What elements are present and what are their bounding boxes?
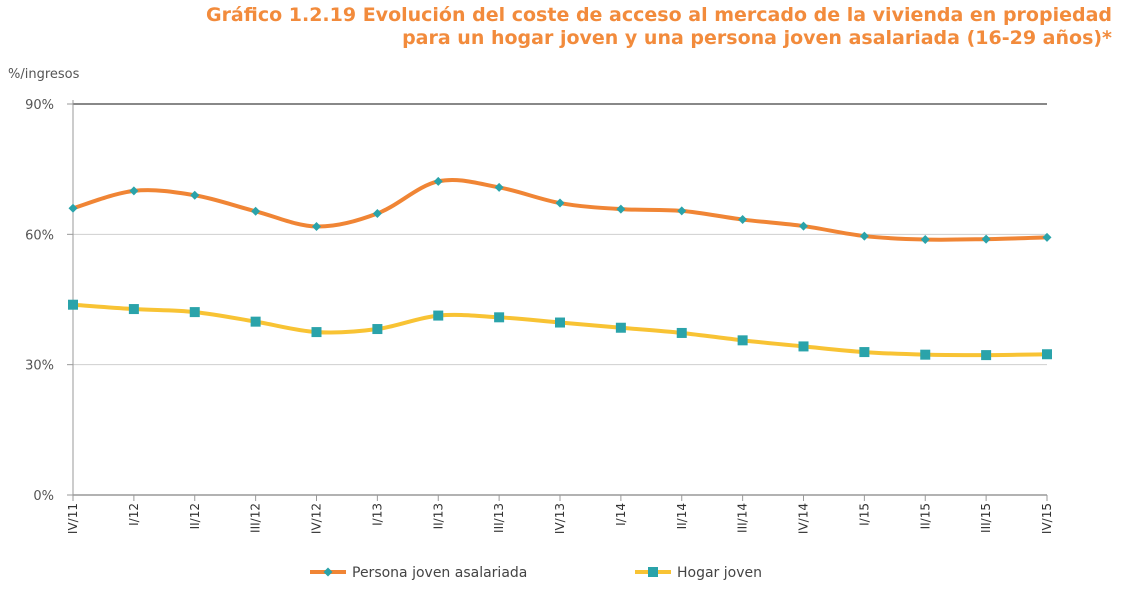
series-group	[68, 176, 1052, 361]
data-point	[798, 341, 809, 352]
data-point	[190, 190, 200, 200]
data-point	[799, 221, 808, 231]
legend: Persona joven asalariada Hogar joven	[310, 565, 762, 581]
x-tick-label: IV/14	[797, 503, 811, 534]
x-tick-label: II/12	[188, 503, 202, 529]
y-tick-label: 60%	[25, 228, 54, 243]
data-point	[129, 186, 139, 196]
x-tick-label: II/13	[431, 503, 445, 529]
data-point	[676, 327, 687, 338]
data-point	[737, 335, 748, 346]
data-point	[433, 176, 443, 186]
y-tick-label: 90%	[25, 98, 54, 113]
data-point	[859, 231, 869, 241]
chart-title: Gráfico 1.2.19 Evolución del coste de ac…	[206, 4, 1112, 50]
data-point	[250, 316, 261, 327]
x-tick-label: IV/13	[553, 503, 567, 534]
data-point	[372, 324, 383, 335]
series-line	[71, 177, 1049, 242]
x-tick-label: I/13	[370, 503, 384, 526]
data-point	[189, 307, 200, 318]
data-point	[251, 206, 261, 216]
x-tick-label: IV/15	[1040, 503, 1054, 534]
x-tick-label: IV/12	[310, 503, 324, 534]
legend-label: Hogar joven	[677, 565, 762, 581]
data-point	[1042, 232, 1052, 242]
y-axis-label: %/ingresos	[8, 67, 80, 82]
legend-item-2: Hogar joven	[635, 565, 762, 581]
data-point	[68, 299, 78, 310]
legend-swatch-marker	[648, 567, 658, 577]
data-point	[312, 222, 321, 232]
x-tick-label: II/15	[918, 503, 932, 529]
legend-swatch-marker	[323, 567, 333, 577]
x-tick-label: III/14	[736, 503, 750, 533]
data-point	[981, 234, 991, 244]
data-point	[494, 312, 505, 323]
x-tick-label: I/12	[127, 503, 141, 526]
x-tick-label: IV/11	[66, 503, 80, 534]
chart-title-line-2: para un hogar joven y una persona joven …	[402, 27, 1112, 49]
y-tick-label: 30%	[25, 359, 54, 374]
x-tick-label: III/12	[249, 503, 263, 533]
data-point	[1042, 349, 1052, 360]
gridlines	[73, 103, 1047, 366]
series-1	[68, 176, 1052, 245]
x-tick-label: I/14	[614, 503, 628, 526]
legend-item-1: Persona joven asalariada	[310, 565, 527, 581]
data-point	[372, 208, 382, 218]
data-point	[859, 347, 870, 358]
x-tick-label: III/15	[979, 503, 993, 533]
x-tick-label: III/13	[492, 503, 506, 533]
data-point	[128, 304, 139, 315]
series-line	[71, 302, 1049, 358]
data-point	[494, 182, 504, 192]
data-point	[920, 235, 930, 245]
data-point	[555, 317, 565, 328]
data-point	[616, 204, 626, 214]
x-axis	[72, 100, 1047, 496]
data-point	[433, 310, 444, 321]
data-point	[555, 198, 565, 208]
data-point	[738, 215, 748, 225]
data-point	[981, 350, 992, 361]
data-point	[920, 349, 931, 360]
x-axis-ticks: IV/11 I/12 II/12 III/12 IV/12 I/13 II/13 III/13…	[66, 495, 1054, 534]
x-tick-label: I/15	[857, 503, 871, 526]
legend-label: Persona joven asalariada	[352, 565, 527, 581]
data-point	[68, 203, 78, 213]
y-axis-ticks: 0% 30% 60% 90%	[25, 98, 73, 504]
series-2	[68, 299, 1052, 361]
data-point	[615, 322, 626, 333]
data-point	[677, 206, 687, 216]
y-tick-label: 0%	[33, 489, 54, 504]
x-tick-label: II/14	[675, 503, 689, 529]
data-point	[311, 327, 322, 338]
chart-title-line-1: Gráfico 1.2.19 Evolución del coste de ac…	[205, 4, 1112, 26]
